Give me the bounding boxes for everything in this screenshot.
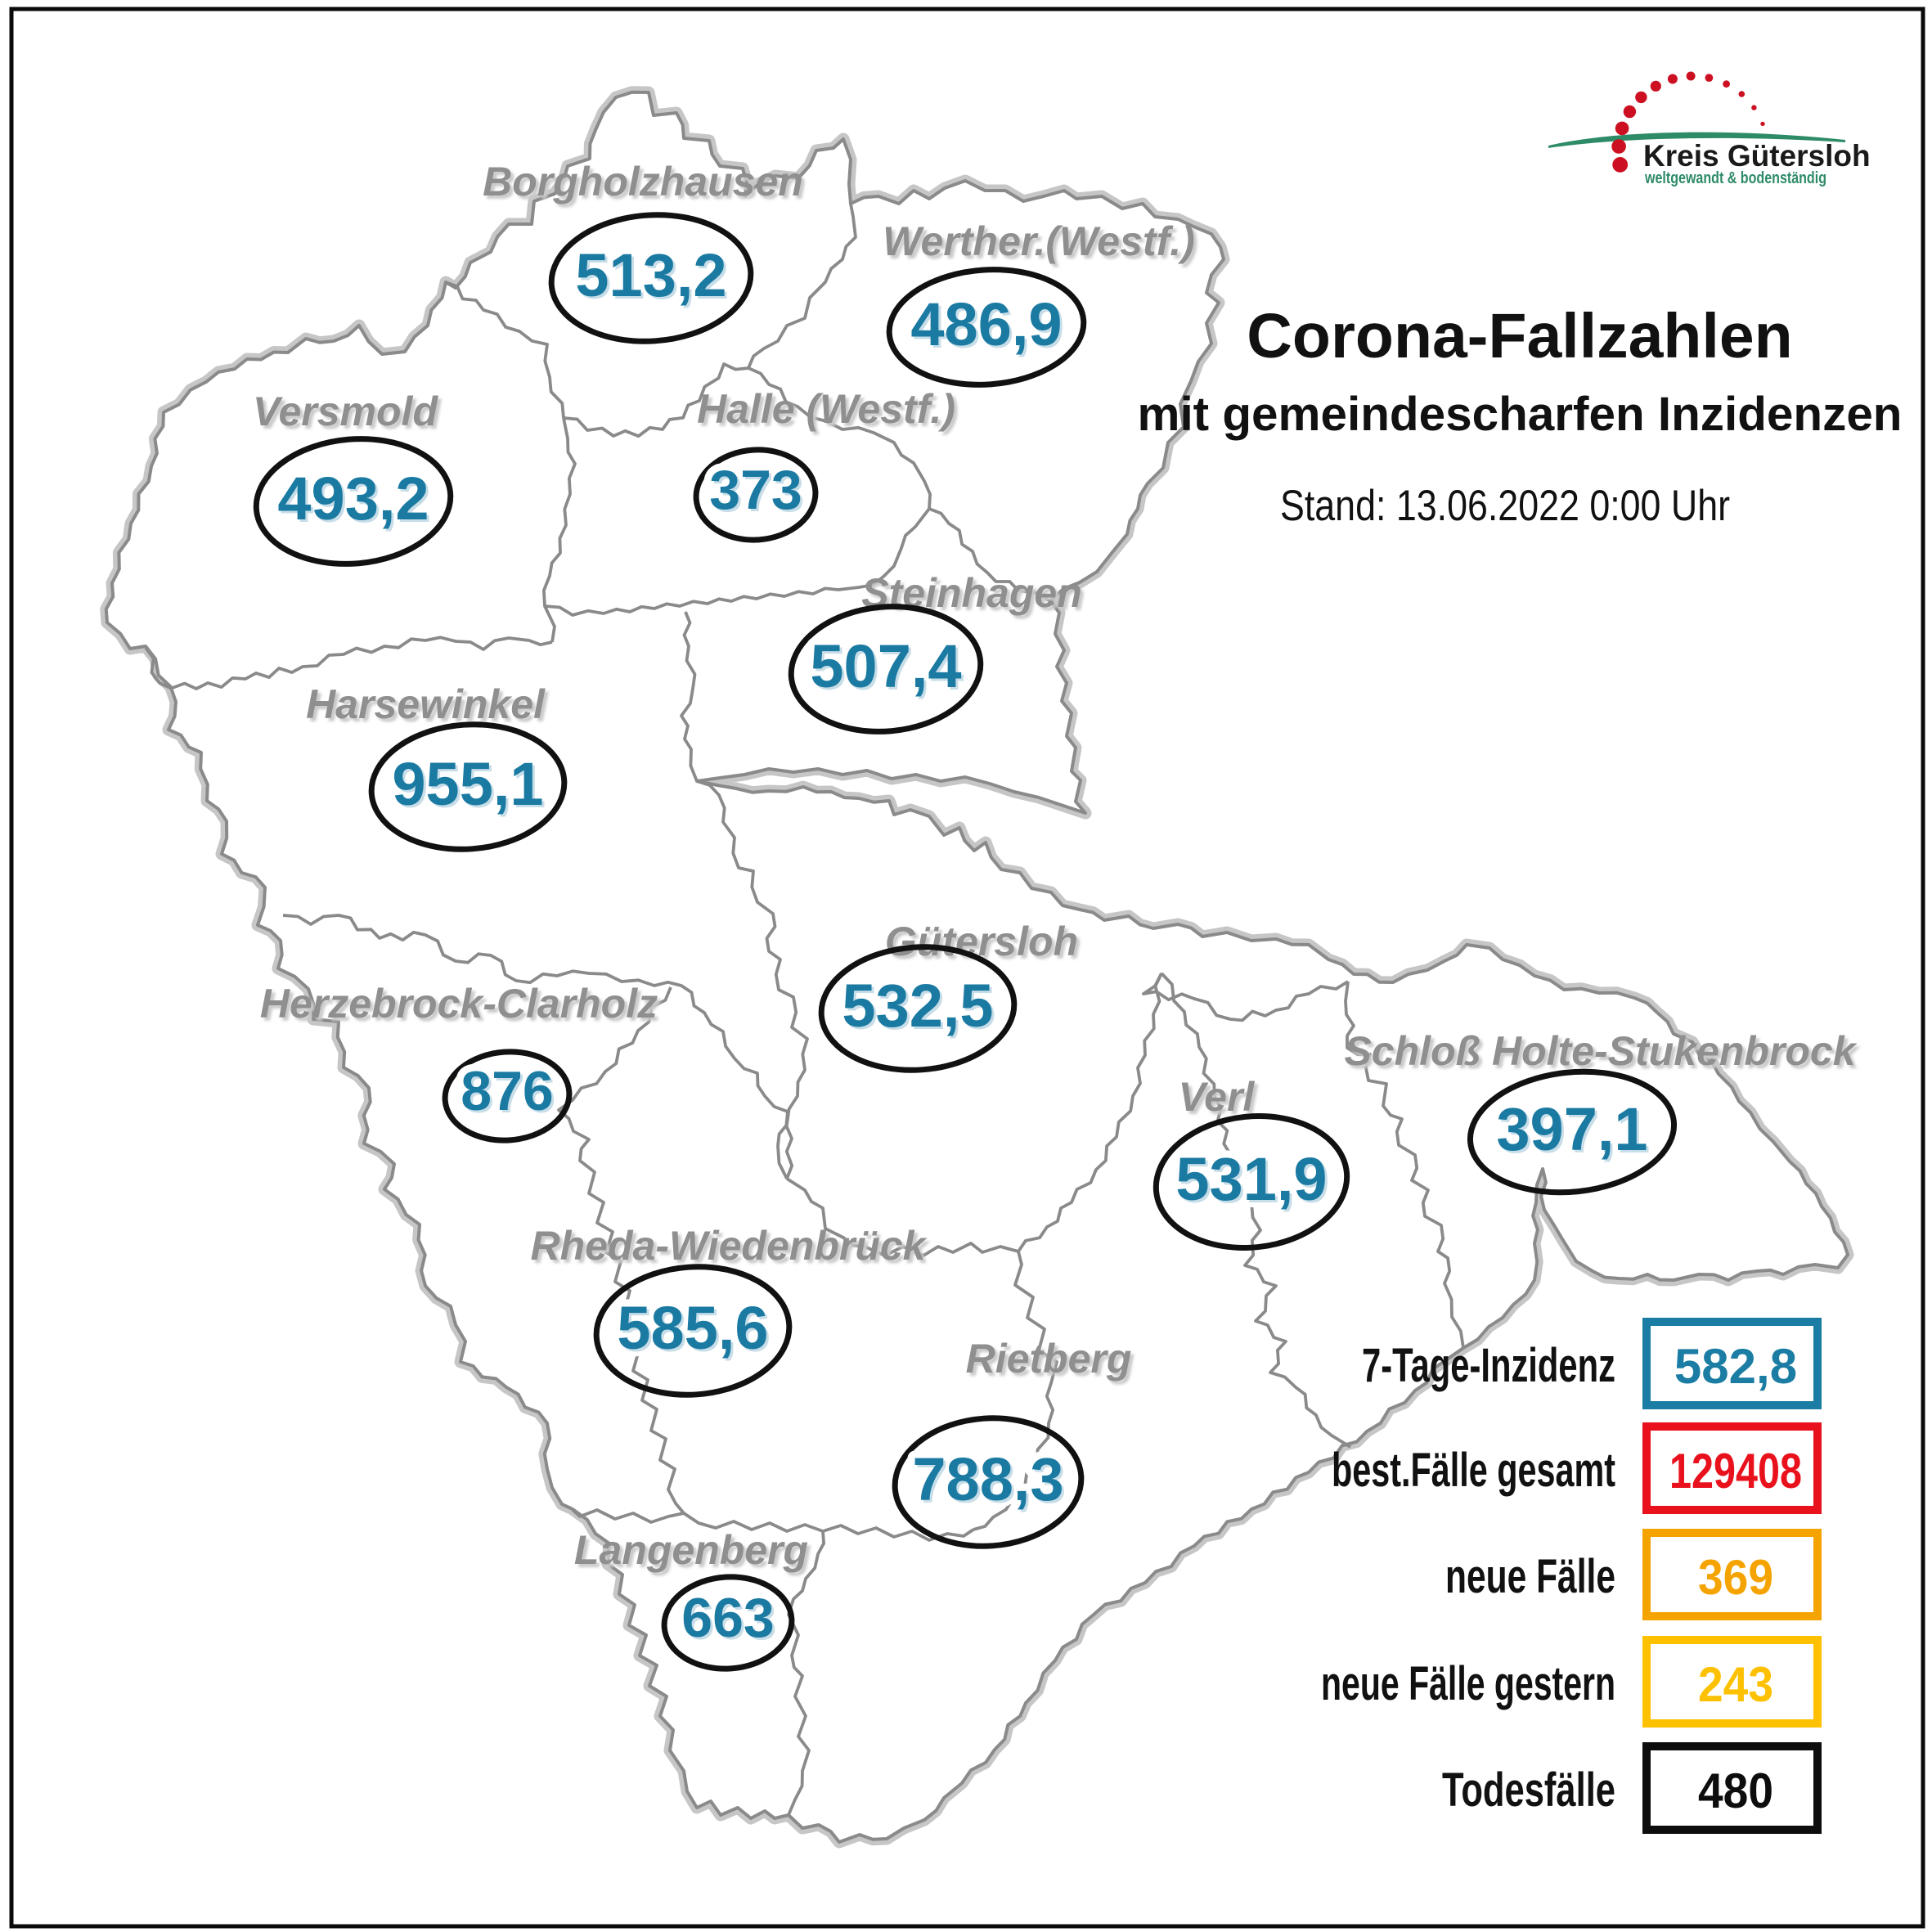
svg-text:373: 373: [709, 459, 802, 521]
svg-text:531,9: 531,9: [1175, 1145, 1327, 1213]
svg-text:531,9: 531,9: [1175, 1145, 1327, 1213]
svg-text:493,2: 493,2: [277, 465, 429, 532]
svg-text:Langenberg: Langenberg: [574, 1527, 808, 1573]
svg-text:Borgholzhausen: Borgholzhausen: [483, 159, 803, 204]
svg-text:373: 373: [709, 459, 802, 521]
svg-text:788,3: 788,3: [914, 1448, 1066, 1516]
svg-text:Herzebrock-Clarholz: Herzebrock-Clarholz: [260, 981, 658, 1027]
svg-text:532,5: 532,5: [842, 972, 993, 1040]
svg-text:Langenberg: Langenberg: [577, 1530, 811, 1576]
svg-text:Rheda-Wiedenbrück: Rheda-Wiedenbrück: [534, 1226, 931, 1272]
svg-text:532,5: 532,5: [842, 972, 993, 1040]
svg-text:Verl: Verl: [1179, 1074, 1256, 1120]
svg-text:Werther.(Westf.): Werther.(Westf.): [883, 218, 1195, 264]
svg-text:513,2: 513,2: [575, 241, 726, 309]
svg-text:480: 480: [1698, 1764, 1773, 1818]
svg-text:129408: 129408: [1669, 1444, 1802, 1498]
svg-text:955,1: 955,1: [394, 753, 546, 820]
svg-text:513,2: 513,2: [575, 241, 726, 309]
svg-text:best.Fälle gesamt: best.Fälle gesamt: [1332, 1444, 1615, 1497]
svg-text:Rietberg: Rietberg: [966, 1336, 1132, 1382]
svg-text:neue Fälle gestern: neue Fälle gestern: [1321, 1657, 1615, 1710]
svg-text:493,2: 493,2: [277, 465, 429, 532]
svg-text:507,4: 507,4: [810, 632, 961, 700]
svg-text:397,1: 397,1: [1496, 1095, 1647, 1163]
svg-text:876: 876: [461, 1060, 553, 1122]
svg-text:788,3: 788,3: [912, 1445, 1063, 1513]
svg-text:Rietberg: Rietberg: [969, 1339, 1135, 1385]
svg-text:373: 373: [712, 461, 804, 523]
svg-text:Schloß Holte-Stukenbrock: Schloß Holte-Stukenbrock: [1344, 1028, 1857, 1074]
svg-text:neue Fälle: neue Fälle: [1445, 1550, 1615, 1603]
svg-text:955,1: 955,1: [392, 750, 543, 818]
svg-text:585,6: 585,6: [617, 1294, 768, 1362]
svg-text:Halle (Westf.): Halle (Westf.): [700, 389, 959, 435]
svg-text:mit gemeindescharfen Inzidenze: mit gemeindescharfen Inzidenzen: [1138, 388, 1903, 441]
svg-text:Borgholzhausen: Borgholzhausen: [486, 162, 806, 208]
svg-text:Todesfälle: Todesfälle: [1442, 1764, 1615, 1817]
svg-text:Versmold: Versmold: [256, 392, 442, 438]
svg-text:369: 369: [1698, 1550, 1773, 1605]
svg-text:Harsewinkel: Harsewinkel: [306, 681, 546, 727]
svg-text:Werther.(Westf.): Werther.(Westf.): [886, 222, 1198, 267]
svg-text:Corona-Fallzahlen: Corona-Fallzahlen: [1247, 301, 1792, 371]
svg-text:Steinhagen: Steinhagen: [865, 573, 1085, 619]
svg-text:7-Tage-Inzidenz: 7-Tage-Inzidenz: [1362, 1339, 1615, 1392]
svg-text:Rheda-Wiedenbrück: Rheda-Wiedenbrück: [531, 1223, 928, 1269]
svg-text:585,6: 585,6: [619, 1296, 771, 1364]
svg-text:Halle (Westf.): Halle (Westf.): [697, 386, 955, 432]
svg-text:507,4: 507,4: [810, 632, 961, 700]
svg-text:Herzebrock-Clarholz: Herzebrock-Clarholz: [263, 984, 661, 1030]
svg-text:582,8: 582,8: [1674, 1339, 1797, 1394]
svg-text:Schloß Holte-Stukenbrock: Schloß Holte-Stukenbrock: [1347, 1031, 1860, 1077]
svg-text:486,9: 486,9: [913, 293, 1064, 361]
svg-text:Harsewinkel: Harsewinkel: [309, 685, 549, 730]
svg-text:788,3: 788,3: [912, 1445, 1063, 1513]
svg-text:493,2: 493,2: [280, 467, 431, 535]
svg-text:397,1: 397,1: [1498, 1098, 1650, 1166]
svg-text:663: 663: [681, 1587, 774, 1649]
svg-text:663: 663: [684, 1589, 776, 1651]
svg-text:Kreis Gütersloh: Kreis Gütersloh: [1643, 139, 1871, 173]
svg-text:397,1: 397,1: [1496, 1095, 1647, 1163]
svg-text:weltgewandt & bodenständig: weltgewandt & bodenständig: [1644, 169, 1826, 187]
svg-text:663: 663: [681, 1587, 774, 1649]
svg-text:507,4: 507,4: [812, 635, 964, 703]
svg-text:531,9: 531,9: [1178, 1148, 1329, 1215]
svg-text:243: 243: [1698, 1657, 1773, 1712]
svg-text:876: 876: [463, 1063, 555, 1125]
svg-text:585,6: 585,6: [617, 1294, 768, 1362]
svg-text:486,9: 486,9: [910, 290, 1062, 358]
svg-text:Versmold: Versmold: [253, 389, 438, 434]
svg-text:876: 876: [461, 1060, 553, 1122]
svg-text:513,2: 513,2: [577, 244, 729, 312]
svg-text:532,5: 532,5: [844, 974, 995, 1042]
svg-text:955,1: 955,1: [392, 750, 543, 818]
svg-text:486,9: 486,9: [910, 290, 1062, 358]
svg-text:Stand: 13.06.2022 0:00 Uhr: Stand: 13.06.2022 0:00 Uhr: [1280, 482, 1730, 530]
